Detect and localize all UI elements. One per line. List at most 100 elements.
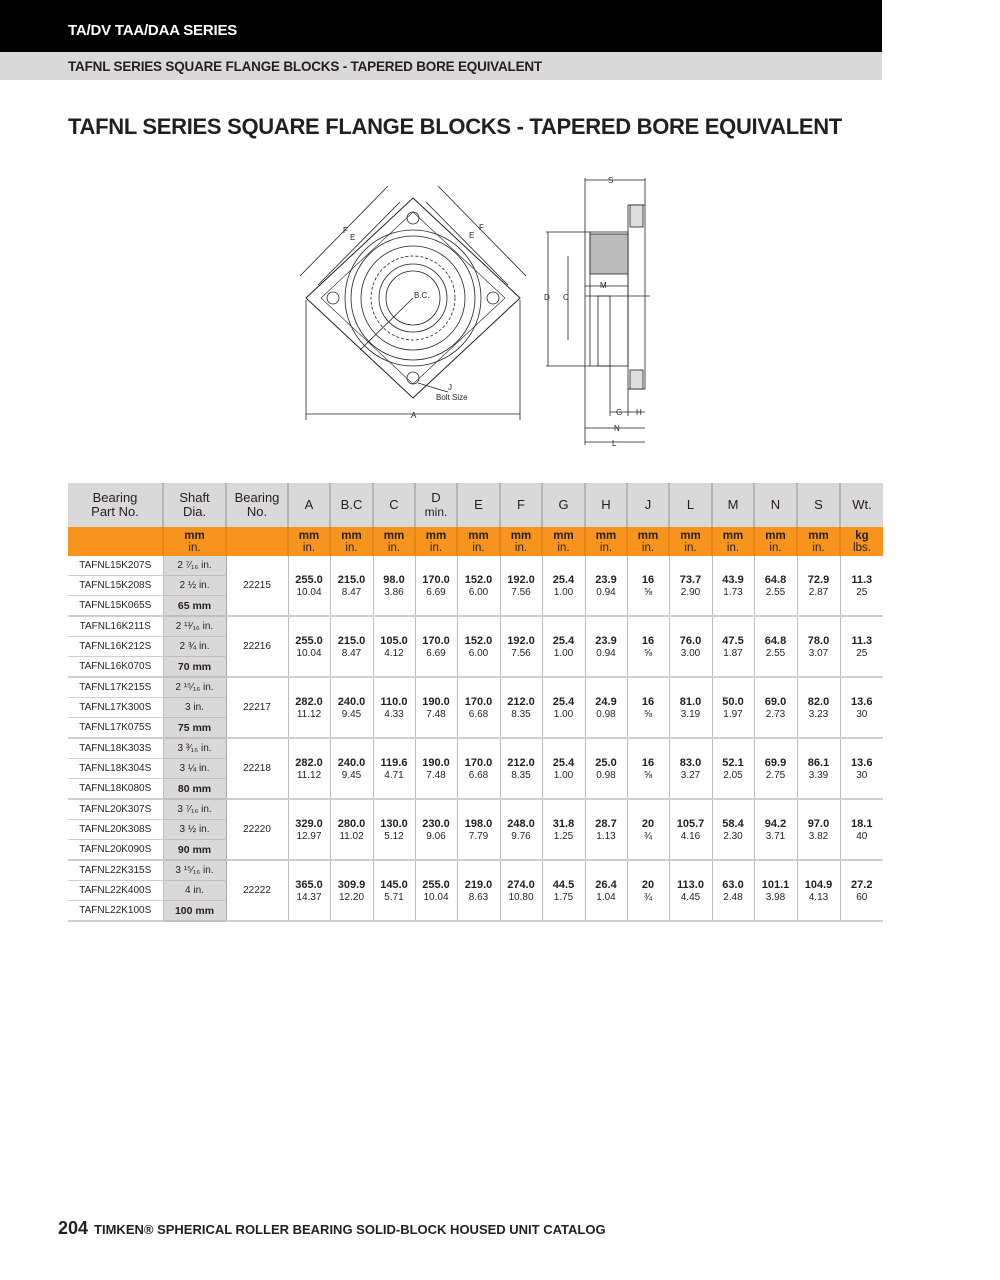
shaft-dia-cell: 65 mm	[163, 595, 227, 617]
part-number-cell: TAFNL22K400S	[68, 880, 164, 901]
dimension-imperial: 10.04	[296, 586, 322, 598]
column-header-line1: G	[558, 497, 569, 512]
table-row: TAFNL16K211S 2 ¹¹⁄₁₆ in. 22216 255.0 10.04 21…	[68, 616, 883, 678]
dimension-metric: 248.0	[507, 817, 535, 830]
dimension-metric: 113.0	[677, 878, 704, 891]
column-header-line1: C	[389, 497, 399, 512]
dimension-imperial: 12.20	[338, 891, 365, 903]
dimension-cell: 198.0 7.79	[457, 799, 501, 861]
dimension-metric: 104.9	[804, 878, 833, 891]
dimension-imperial: 4.12	[384, 647, 404, 659]
shaft-dia-value: 75 mm	[177, 721, 212, 734]
dimension-metric: 26.4	[595, 878, 617, 891]
dimension-cell: 25.4 1.00	[542, 556, 586, 617]
bolt-size-label: Bolt Size	[436, 393, 468, 402]
dim-label-a: A	[411, 411, 417, 420]
unit-imperial: in.	[599, 541, 613, 554]
column-header: M	[712, 483, 755, 527]
dimension-imperial: 3.27	[680, 769, 701, 781]
dimension-cell: 274.0 10.80	[500, 860, 543, 922]
bearing-number-cell: 22216	[226, 616, 289, 678]
dimension-metric: 152.0	[464, 573, 493, 586]
dimension-cell: 212.0 8.35	[500, 738, 543, 800]
dimension-cell: 64.8 2.55	[754, 556, 798, 617]
dimension-metric: 82.0	[807, 695, 830, 708]
table-row: TAFNL16K070S 70 mm	[68, 656, 883, 678]
shaft-dia-value: 80 mm	[177, 782, 212, 795]
column-header: N	[754, 483, 798, 527]
shaft-dia-cell: 100 mm	[163, 900, 227, 922]
shaft-dia-cell: 2 ¹¹⁄₁₆ in.	[163, 616, 227, 637]
part-number-cell: TAFNL15K207S	[68, 556, 164, 576]
dimension-metric: 105.7	[676, 817, 705, 830]
column-header: E	[457, 483, 501, 527]
dimension-metric: 170.0	[422, 573, 450, 586]
shaft-dia-cell: 80 mm	[163, 778, 227, 800]
dimension-metric: 25.0	[595, 756, 617, 769]
dimension-metric: 152.0	[464, 634, 493, 647]
column-header: G	[542, 483, 586, 527]
dimension-cell: 25.4 1.00	[542, 738, 586, 800]
dimension-metric: 255.0	[295, 573, 323, 586]
dimension-cell: 170.0 6.69	[415, 556, 458, 617]
dimension-cell: 58.4 2.30	[712, 799, 755, 861]
dimension-cell: 24.9 0.98	[585, 677, 628, 739]
bearing-number-cell: 22222	[226, 860, 289, 922]
dimension-imperial: 1.87	[723, 647, 743, 659]
shaft-dia-cell: 3 ³⁄₁₆ in.	[163, 738, 227, 759]
dimension-metric: 240.0	[337, 695, 366, 708]
dimension-metric: 190.0	[422, 756, 450, 769]
dimension-imperial: 40	[856, 830, 868, 842]
dimension-imperial: ¾	[643, 830, 653, 842]
dim-label-m: M	[600, 281, 607, 290]
dimension-imperial: 2.73	[765, 708, 786, 720]
dimension-cell: 255.0 10.04	[288, 556, 331, 617]
unit-imperial: in.	[684, 541, 697, 554]
dim-label-n: N	[614, 424, 620, 433]
dimension-metric: 25.4	[552, 573, 575, 586]
dimension-imperial: ¾	[643, 891, 653, 903]
unit-cell	[226, 527, 289, 556]
column-header: B.C	[330, 483, 374, 527]
unit-cell: mm in.	[627, 527, 670, 556]
dimension-metric: 28.7	[595, 817, 617, 830]
dimension-imperial: 8.47	[341, 586, 362, 598]
dimension-cell: 43.9 1.73	[712, 556, 755, 617]
dimension-cell: 52.1 2.05	[712, 738, 755, 800]
part-number-cell: TAFNL18K080S	[68, 778, 164, 800]
dimensions-table: Bearing Part No. Shaft Dia. Bearing No. A B.C C D…	[68, 483, 883, 922]
dimension-metric: 25.4	[552, 634, 575, 647]
dimension-imperial: 5.12	[384, 830, 404, 842]
dimension-imperial: 4.16	[680, 830, 701, 842]
column-header-line1: S	[814, 497, 823, 512]
dimension-cell: 104.9 4.13	[797, 860, 841, 922]
table-row: TAFNL16K212S 2 ¾ in.	[68, 636, 883, 657]
shaft-dia-value: 2 ½ in.	[179, 580, 210, 591]
dimension-metric: 63.0	[722, 878, 744, 891]
dimension-cell: 64.8 2.55	[754, 616, 798, 678]
unit-metric: mm	[680, 529, 701, 542]
dimension-metric: 170.0	[464, 695, 493, 708]
dimension-metric: 212.0	[507, 695, 535, 708]
dimension-cell: 280.0 11.02	[330, 799, 374, 861]
dimension-imperial: 3.98	[765, 891, 786, 903]
dimension-cell: 25.0 0.98	[585, 738, 628, 800]
dimension-cell: 145.0 5.71	[373, 860, 416, 922]
dimension-cell: 25.4 1.00	[542, 677, 586, 739]
dim-label-g: G	[616, 408, 622, 417]
dimension-cell: 119.6 4.71	[373, 738, 416, 800]
column-header-line1: E	[474, 497, 483, 512]
dimension-cell: 28.7 1.13	[585, 799, 628, 861]
dimension-imperial: 3.23	[808, 708, 829, 720]
unit-cell: mm in.	[373, 527, 416, 556]
unit-metric: mm	[510, 529, 532, 542]
dimension-imperial: 2.87	[808, 586, 829, 598]
dimension-imperial: 0.94	[596, 647, 616, 659]
dimension-cell: 16 ⅝	[627, 677, 670, 739]
dimension-cell: 152.0 6.00	[457, 616, 501, 678]
dimension-cell: 170.0 6.68	[457, 738, 501, 800]
dimension-metric: 105.0	[380, 634, 408, 647]
unit-imperial: in.	[345, 541, 358, 554]
part-number-cell: TAFNL18K304S	[68, 758, 164, 779]
dimension-imperial: 25	[856, 586, 868, 598]
